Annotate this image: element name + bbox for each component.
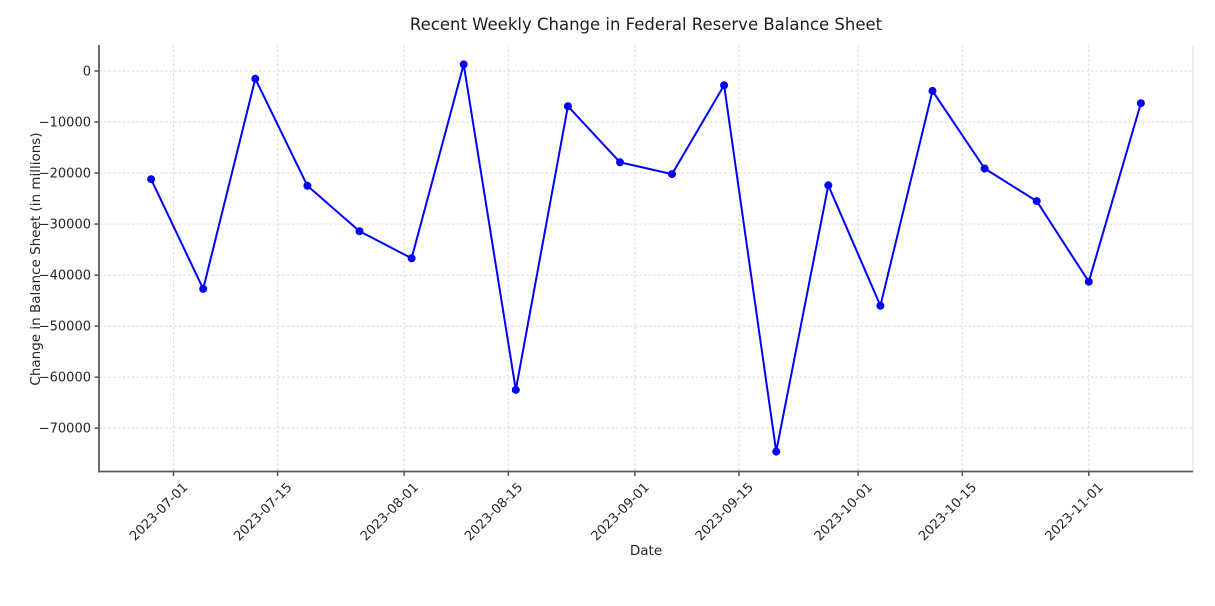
y-tick-label: −70000 bbox=[39, 422, 91, 437]
x-axis-label: Date bbox=[629, 543, 663, 559]
x-tick-label: 2023-09-01 bbox=[589, 480, 653, 544]
data-point bbox=[303, 181, 312, 190]
x-tick-label: 2023-08-15 bbox=[462, 480, 526, 544]
data-point bbox=[616, 158, 624, 167]
x-tick-label: 2023-07-15 bbox=[231, 480, 295, 544]
data-point bbox=[563, 102, 572, 111]
y-tick-label: −10000 bbox=[39, 116, 91, 131]
data-point bbox=[720, 81, 729, 90]
data-point bbox=[251, 74, 260, 83]
y-tick-label: −40000 bbox=[39, 269, 91, 284]
data-point bbox=[772, 447, 781, 456]
y-tick-label: −50000 bbox=[39, 320, 91, 335]
x-tick-label: 2023-09-15 bbox=[693, 480, 757, 544]
y-tick-label: 0 bbox=[83, 65, 91, 80]
data-point bbox=[459, 60, 468, 69]
data-point bbox=[1084, 277, 1093, 286]
data-point bbox=[147, 175, 156, 184]
y-tick-label: −30000 bbox=[39, 218, 91, 233]
data-point bbox=[407, 254, 416, 263]
x-tick-label: 2023-10-01 bbox=[812, 480, 876, 544]
data-line bbox=[150, 63, 1142, 453]
x-tick-label: 2023-07-01 bbox=[127, 480, 191, 544]
data-point bbox=[355, 227, 364, 236]
data-point bbox=[1032, 197, 1041, 206]
data-point bbox=[928, 86, 937, 95]
chart-title: Recent Weekly Change in Federal Reserve … bbox=[409, 15, 883, 34]
data-point bbox=[876, 301, 885, 310]
y-tick-label: −20000 bbox=[39, 167, 91, 182]
data-point bbox=[1136, 99, 1145, 108]
data-point bbox=[980, 164, 989, 173]
x-tick-label: 2023-08-01 bbox=[358, 480, 422, 544]
y-tick-label: −60000 bbox=[39, 371, 91, 386]
data-point bbox=[824, 181, 833, 190]
data-point bbox=[199, 284, 208, 293]
data-point bbox=[511, 385, 520, 394]
x-tick-label: 2023-11-01 bbox=[1043, 480, 1107, 544]
x-tick-label: 2023-10-15 bbox=[916, 480, 980, 544]
data-point bbox=[668, 170, 676, 179]
